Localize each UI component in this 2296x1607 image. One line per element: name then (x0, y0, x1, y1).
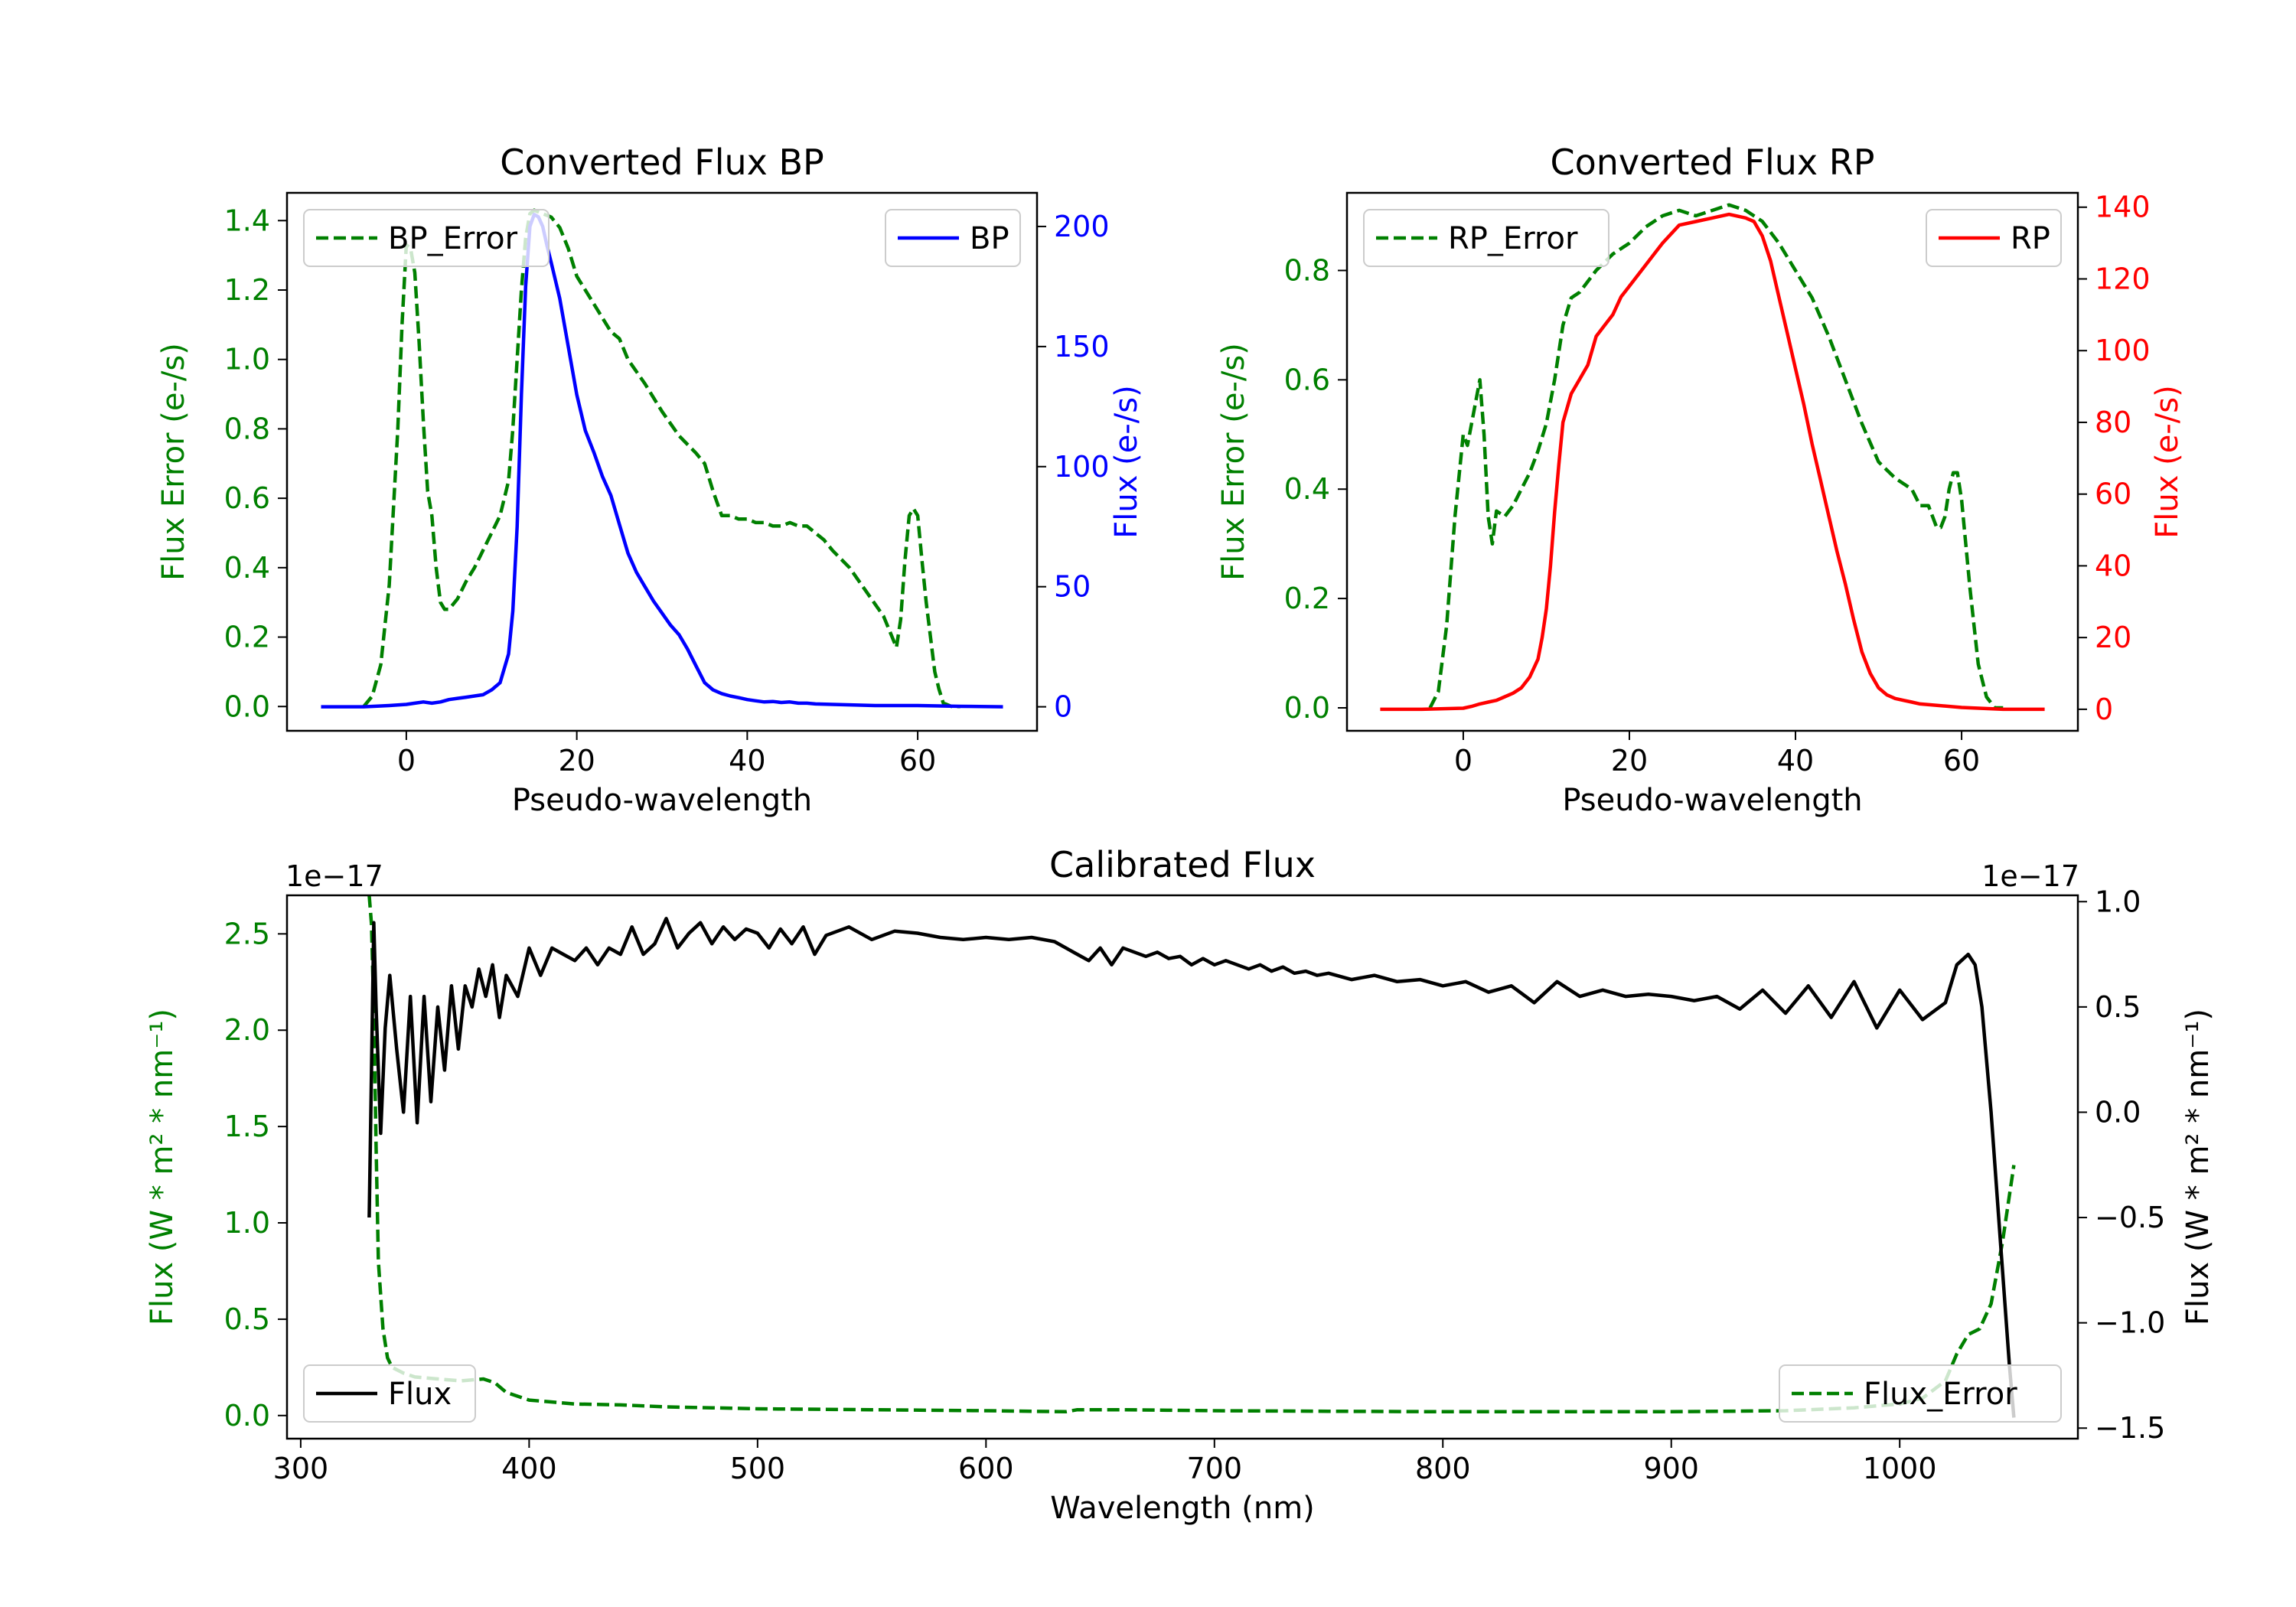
cal-xtick-label: 300 (273, 1452, 329, 1485)
rp-panel: Converted Flux RP 0 20 40 60 Pseudo-wavelengt… (1216, 142, 2185, 818)
cal-left-tick-label: 2.5 (224, 917, 270, 950)
bp-xtick-label: 40 (729, 744, 765, 777)
rp-series-rp-error-line (1428, 203, 2004, 710)
legend-box (1363, 209, 1609, 267)
cal-right-tick-label: −1.5 (2095, 1411, 2165, 1445)
legend-label: BP_Error (388, 221, 518, 256)
bp-title: Converted Flux BP (500, 142, 824, 183)
rp-xlabel: Pseudo-wavelength (1562, 783, 1862, 818)
bp-left-tick-label: 0.6 (224, 481, 270, 515)
cal-left-tick-label: 1.5 (224, 1110, 270, 1143)
cal-series-flux-line (367, 917, 2016, 1418)
rp-left-tick-label: 0.4 (1284, 472, 1330, 506)
cal-panel: Calibrated Flux 300 400 500 600 700 800 900 1000… (145, 844, 2216, 1526)
rp-legend-rp-error: RP_Error (1363, 209, 1609, 267)
cal-xtick-label: 500 (730, 1452, 786, 1485)
rp-right-axis-label: Flux (e-/s) (2150, 385, 2185, 538)
rp-xtick-label: 40 (1777, 744, 1814, 777)
bp-xtick-label: 0 (397, 744, 416, 777)
cal-title: Calibrated Flux (1049, 844, 1316, 885)
cal-axes-frame (285, 894, 2079, 1440)
rp-title: Converted Flux RP (1551, 142, 1875, 183)
bp-left-axis-label: Flux Error (e-/s) (156, 343, 191, 581)
rp-left-tick-label: 0.0 (1284, 691, 1330, 725)
rp-right-tick-label: 0 (2095, 693, 2113, 726)
bp-left-tick-label: 0.4 (224, 551, 270, 585)
rp-left-axis-label: Flux Error (e-/s) (1216, 343, 1251, 581)
rp-right-tick-label: 80 (2095, 406, 2131, 439)
bp-legend-bp: BP (885, 209, 1021, 267)
bp-left-tick-label: 0.8 (224, 412, 270, 445)
bp-xtick-label: 20 (558, 744, 595, 777)
legend-box (1779, 1364, 2062, 1423)
cal-right-tick-label: 0.0 (2095, 1095, 2141, 1129)
cal-xtick-label: 600 (958, 1452, 1014, 1485)
rp-right-tick-label: 100 (2095, 334, 2151, 367)
rp-series-rp-line (1380, 212, 2045, 712)
rp-right-tick-label: 120 (2095, 262, 2151, 295)
cal-left-axis-label: Flux (W * m² * nm⁻¹) (145, 1009, 180, 1325)
cal-xlabel: Wavelength (nm) (1050, 1491, 1315, 1526)
rp-left-tick-label: 0.2 (1284, 582, 1330, 615)
rp-legend-rp: RP (1926, 209, 2062, 267)
cal-xtick-label: 800 (1415, 1452, 1471, 1485)
cal-legend-flux-error: Flux_Error (1779, 1364, 2062, 1423)
cal-right-offset: 1e−17 (1981, 859, 2079, 893)
rp-left-tick-label: 0.8 (1284, 253, 1330, 287)
bp-right-axis-label: Flux (e-/s) (1109, 385, 1144, 538)
cal-right-tick-label: 0.5 (2095, 990, 2141, 1024)
legend-label: Flux (388, 1377, 452, 1412)
cal-xtick-label: 700 (1187, 1452, 1243, 1485)
bp-left-tick-label: 0.0 (224, 689, 270, 723)
cal-xtick-label: 1000 (1863, 1452, 1937, 1485)
bp-left-tick-label: 1.4 (224, 204, 270, 237)
bp-left-tick-label: 0.2 (224, 621, 270, 654)
cal-xtick-label: 400 (501, 1452, 557, 1485)
legend-label: BP (970, 221, 1009, 256)
legend-box (303, 1364, 476, 1423)
bp-left-tick-label: 1.2 (224, 273, 270, 307)
bp-axes-frame (285, 191, 1039, 732)
bp-right-tick-label: 50 (1054, 570, 1091, 604)
bp-panel: Converted Flux BP 0 20 40 60 Pseudo-wavelengt… (156, 142, 1144, 818)
cal-right-axis-label: Flux (W * m² * nm⁻¹) (2180, 1009, 2216, 1325)
bp-legend-bp-error: BP_Error (303, 209, 550, 267)
cal-right-tick-label: −0.5 (2095, 1201, 2165, 1234)
cal-xtick-label: 900 (1643, 1452, 1699, 1485)
rp-left-tick-label: 0.6 (1284, 363, 1330, 396)
rp-right-tick-label: 140 (2095, 191, 2151, 224)
cal-left-tick-label: 0.0 (224, 1399, 270, 1433)
legend-label: RP (2011, 221, 2050, 256)
bp-xtick-label: 60 (899, 744, 936, 777)
cal-right-tick-label: −1.0 (2095, 1306, 2165, 1340)
cal-legend-flux: Flux (303, 1364, 476, 1423)
bp-right-tick-label: 0 (1054, 690, 1072, 724)
legend-box (303, 209, 550, 267)
bp-xlabel: Pseudo-wavelength (512, 783, 812, 818)
bp-right-tick-label: 100 (1054, 450, 1110, 484)
cal-left-tick-label: 1.0 (224, 1206, 270, 1240)
legend-label: RP_Error (1448, 221, 1578, 256)
bp-right-tick-label: 200 (1054, 210, 1110, 243)
rp-axes-frame (1345, 191, 2079, 732)
legend-label: Flux_Error (1864, 1377, 2017, 1412)
rp-right-tick-label: 40 (2095, 549, 2131, 582)
rp-xtick-label: 60 (1943, 744, 1980, 777)
rp-right-tick-label: 60 (2095, 478, 2131, 511)
bp-series-bp-line (321, 212, 1003, 709)
bp-series-bp-error-line (362, 208, 960, 709)
rp-xtick-label: 20 (1611, 744, 1648, 777)
rp-xtick-label: 0 (1454, 744, 1473, 777)
cal-left-tick-label: 2.0 (224, 1013, 270, 1047)
bp-left-tick-label: 1.0 (224, 343, 270, 376)
cal-left-tick-label: 0.5 (224, 1302, 270, 1336)
bp-right-tick-label: 150 (1054, 330, 1110, 363)
cal-right-tick-label: 1.0 (2095, 885, 2141, 918)
rp-right-tick-label: 20 (2095, 621, 2131, 654)
cal-left-offset: 1e−17 (285, 859, 383, 893)
